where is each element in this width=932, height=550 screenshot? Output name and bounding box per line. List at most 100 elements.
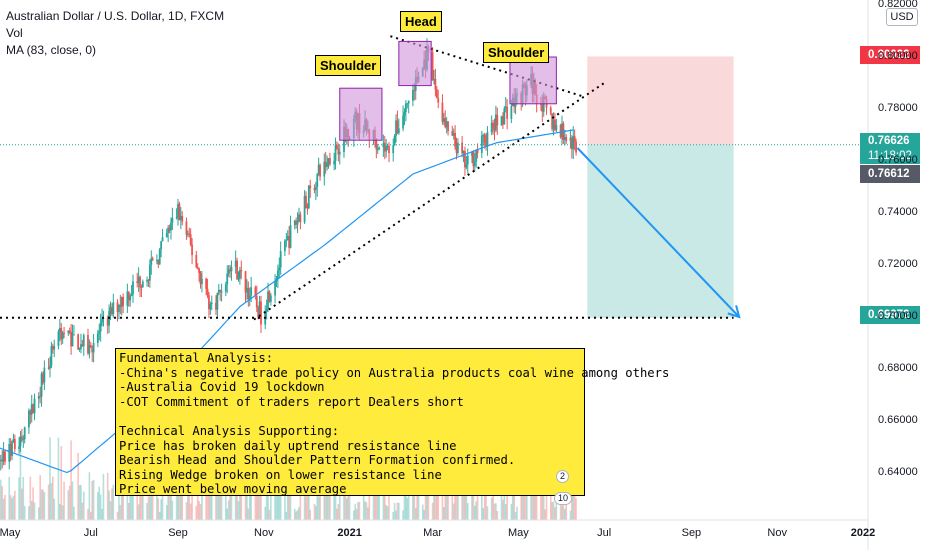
note-line: -Australia Covid 19 lockdown (119, 380, 325, 395)
volume-bar (70, 440, 72, 520)
candle-body (284, 240, 286, 252)
volume-bar (513, 476, 515, 520)
volume-bar (552, 501, 555, 520)
candle-body (569, 137, 572, 141)
trendline[interactable] (253, 82, 605, 321)
candle-body (110, 307, 113, 315)
projection-arrow[interactable] (576, 147, 740, 318)
volume-bar (195, 505, 198, 520)
volume-bar (329, 490, 331, 520)
candle-body (278, 267, 281, 271)
event-badge-au[interactable]: 2 (556, 470, 570, 483)
candle-body (541, 104, 544, 112)
volume-bar (37, 507, 40, 520)
volume-bar (91, 480, 94, 520)
candle-body (58, 328, 61, 332)
candle-body (63, 332, 65, 334)
volume-bar (364, 501, 366, 520)
volume-bar (481, 475, 483, 520)
volume-bar (345, 498, 348, 520)
candle-body (472, 151, 475, 167)
take-profit-zone[interactable] (587, 144, 734, 318)
volume-bar (29, 476, 32, 520)
volume-bar (220, 489, 223, 520)
annotation-shoulder-left[interactable]: Shoulder (315, 55, 382, 76)
volume-bar (510, 503, 513, 520)
volume-bar (237, 501, 240, 520)
volume-bar (520, 479, 523, 520)
volume-bar (227, 500, 230, 520)
volume-bar (516, 506, 518, 520)
candle-body (483, 135, 486, 143)
candle-body (19, 436, 22, 447)
candle-body (181, 215, 184, 222)
event-badge-us[interactable]: 10 (554, 492, 573, 505)
volume-bar (303, 495, 306, 520)
moving-average-line (0, 129, 574, 474)
shoulder-left-box[interactable] (339, 87, 383, 141)
volume-bar (18, 477, 20, 520)
volume-bar (293, 508, 296, 520)
volume-bar (441, 488, 444, 520)
volume-bar (412, 484, 414, 520)
candle-body (407, 100, 410, 104)
candle-body (570, 137, 573, 150)
candle-body (490, 122, 493, 133)
candle-body (42, 373, 44, 383)
volume-bar (73, 506, 75, 520)
candle-body (12, 439, 15, 442)
volume-bar (382, 477, 385, 520)
volume-bar (4, 494, 6, 520)
volume-bar (109, 501, 112, 520)
volume-bar (167, 479, 169, 520)
x-tick-label: Mar (423, 527, 443, 539)
candle-body (268, 291, 271, 302)
volume-bar (354, 503, 357, 520)
candle-body (119, 304, 122, 307)
candle-body (196, 267, 199, 269)
head-box[interactable] (398, 40, 432, 87)
shoulder-right-box[interactable] (509, 56, 557, 105)
y-tick-label: 0.70000 (878, 310, 918, 322)
risk-reward-zones[interactable] (587, 56, 734, 318)
volume-bar (165, 505, 168, 520)
candle-body (186, 233, 189, 235)
analysis-note[interactable]: Fundamental Analysis: -China's negative … (115, 348, 669, 496)
annotation-shoulder-right[interactable]: Shoulder (483, 42, 550, 63)
candle-body (96, 333, 99, 343)
volume-bar (540, 479, 542, 520)
annotation-head[interactable]: Head (400, 11, 442, 32)
x-tick-label: Nov (767, 527, 787, 539)
candle-body (57, 331, 60, 347)
volume-bar (436, 492, 438, 520)
candle-body (199, 273, 202, 285)
drawn-trendlines[interactable] (0, 35, 868, 321)
volume-bar (90, 511, 92, 520)
volume-bar (106, 472, 109, 520)
candle-body (127, 291, 130, 301)
volume-bar (189, 503, 192, 520)
candle-body (23, 427, 26, 440)
candle-body (323, 161, 326, 177)
volume-bar (191, 486, 193, 520)
volume-bar (333, 479, 335, 520)
currency-button[interactable]: USD (886, 8, 918, 26)
volume-bar (431, 502, 434, 520)
volume-bar (206, 472, 209, 520)
volume-bar (451, 493, 454, 520)
volume-bar (573, 493, 576, 520)
stop-loss-zone[interactable] (587, 56, 734, 145)
volume-bar (561, 505, 563, 520)
candle-body (92, 342, 95, 353)
candle-body (298, 214, 300, 221)
volume-bar (295, 511, 297, 520)
volume-bar (60, 446, 63, 520)
candle-body (13, 439, 16, 449)
volume-bar (71, 481, 74, 520)
volume-bar (288, 490, 290, 520)
volume-bar (413, 483, 416, 520)
candle-body (238, 269, 241, 279)
volume-bar (250, 483, 252, 520)
volume-bar (490, 497, 493, 520)
